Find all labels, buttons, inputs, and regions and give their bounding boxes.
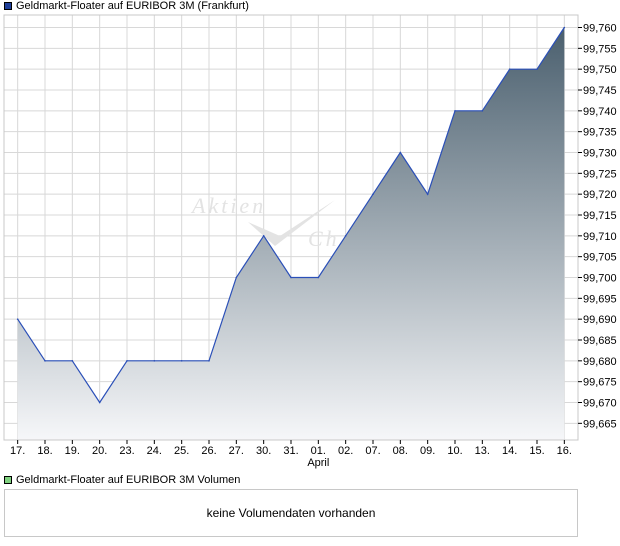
volume-legend-label: Geldmarkt-Floater auf EURIBOR 3M Volumen	[16, 474, 241, 486]
y-tick-label: 99,700	[583, 273, 617, 285]
volume-panel: keine Volumendaten vorhanden	[4, 489, 578, 537]
x-tick-label: 23.	[119, 445, 134, 457]
data-point	[235, 276, 238, 279]
x-tick-label: 08.	[393, 445, 408, 457]
x-tick-label: 09.	[420, 445, 435, 457]
y-tick-label: 99,665	[583, 418, 617, 430]
y-tick-label: 99,755	[583, 43, 617, 55]
y-tick-label: 99,715	[583, 210, 617, 222]
x-tick-label: 18.	[37, 445, 52, 457]
y-tick-label: 99,705	[583, 252, 617, 264]
data-point	[481, 110, 484, 112]
data-point	[71, 360, 74, 362]
y-tick-label: 99,745	[583, 85, 617, 97]
x-tick-label: 20.	[92, 445, 107, 457]
x-tick-label: 15.	[529, 445, 544, 457]
y-tick-label: 99,695	[583, 293, 617, 305]
volume-legend-swatch	[4, 476, 12, 484]
volume-legend: Geldmarkt-Floater auf EURIBOR 3M Volumen	[4, 474, 240, 486]
y-tick-label: 99,675	[583, 377, 617, 389]
data-point	[290, 276, 292, 279]
x-tick-label: 10.	[447, 445, 462, 457]
x-tick-label: 24.	[147, 445, 162, 457]
x-tick-label: 19.	[65, 445, 80, 457]
data-point	[262, 235, 265, 237]
data-point	[16, 318, 19, 320]
y-tick-label: 99,730	[583, 148, 617, 160]
data-point	[153, 360, 156, 362]
x-tick-label: 02.	[338, 445, 353, 457]
watermark-check-icon	[248, 200, 335, 246]
price-legend-label: Geldmarkt-Floater auf EURIBOR 3M (Frankf…	[16, 0, 249, 12]
data-point	[344, 235, 347, 237]
y-tick-label: 99,710	[583, 231, 617, 243]
volume-empty-message: keine Volumendaten vorhanden	[206, 506, 376, 520]
x-tick-label: 17.	[10, 445, 25, 457]
x-tick-label: 26.	[201, 445, 216, 457]
data-point	[98, 401, 101, 404]
price-legend: Geldmarkt-Floater auf EURIBOR 3M (Frankf…	[4, 0, 249, 12]
y-tick-label: 99,680	[583, 356, 617, 368]
watermark-text: Aktien	[190, 193, 266, 218]
price-legend-swatch	[4, 2, 12, 10]
data-point	[372, 193, 374, 195]
data-point	[44, 360, 46, 362]
data-point	[180, 360, 183, 362]
x-tick-label: 31.	[283, 445, 298, 457]
watermark: Aktien Ch	[190, 193, 340, 251]
y-tick-label: 99,740	[583, 106, 617, 118]
watermark-text-2: Ch	[308, 226, 340, 251]
data-point	[536, 68, 538, 70]
x-tick-label: 16.	[557, 445, 572, 457]
y-tick-label: 99,685	[583, 335, 617, 347]
y-tick-label: 99,690	[583, 314, 617, 326]
price-chart: Aktien Ch 99,665 99,670 99,675 99,680 99,685…	[3, 14, 617, 469]
x-tick-label: 30.	[256, 445, 271, 457]
data-point	[317, 276, 320, 279]
y-tick-label: 99,760	[583, 23, 617, 35]
x-tick-label: 07.	[365, 445, 380, 457]
x-tick-label: 14.	[502, 445, 517, 457]
price-area	[17, 27, 565, 440]
x-tick-label: 25.	[174, 445, 189, 457]
data-point	[426, 193, 429, 195]
x-tick-label: 01.	[311, 445, 326, 457]
data-point	[126, 360, 128, 362]
y-tick-label: 99,725	[583, 168, 617, 180]
y-tick-label: 99,720	[583, 189, 617, 201]
x-tick-label: 27.	[229, 445, 244, 457]
x-tick-label: 13.	[475, 445, 490, 457]
y-tick-label: 99,735	[583, 127, 617, 139]
y-tick-label: 99,750	[583, 64, 617, 76]
data-point	[454, 110, 456, 112]
data-point	[208, 360, 210, 362]
y-tick-label: 99,670	[583, 398, 617, 410]
data-point	[399, 151, 402, 154]
data-point	[508, 68, 511, 70]
data-point	[563, 26, 566, 29]
x-month-label: April	[307, 457, 329, 469]
